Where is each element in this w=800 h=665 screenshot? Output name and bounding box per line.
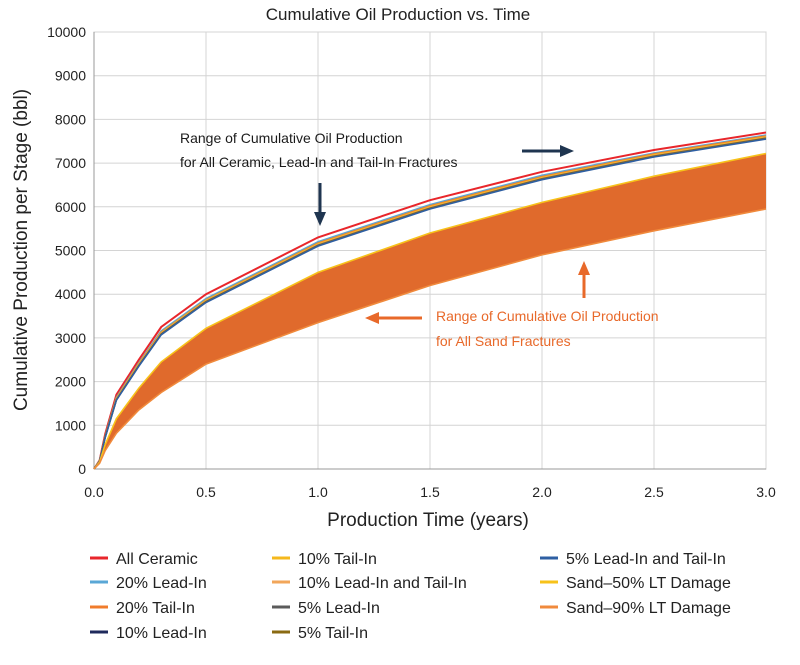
- series-line-sand-50-lt-damage: [93, 152, 767, 470]
- legend-label: 10% Lead-In and Tail-In: [298, 575, 467, 592]
- legend-item: Sand–50% LT Damage: [540, 575, 731, 592]
- sand-band-layer: [94, 153, 766, 469]
- legend-item: 5% Tail-In: [272, 625, 368, 642]
- y-axis-label: Cumulative Production per Stage (bbl): [11, 89, 32, 411]
- x-tick-label: 1.0: [308, 484, 328, 500]
- y-tick-label: 10000: [47, 24, 86, 40]
- x-tick-label: 3.0: [756, 484, 776, 500]
- x-tick-label: 2.0: [532, 484, 552, 500]
- series-lines: [93, 131, 767, 470]
- legend-label: 5% Tail-In: [298, 625, 368, 642]
- legend-label: 10% Lead-In: [116, 625, 207, 642]
- y-tick-label: 2000: [55, 374, 86, 390]
- x-tick-label: 1.5: [420, 484, 440, 500]
- legend-item: Sand–90% LT Damage: [540, 600, 731, 617]
- legend-label: All Ceramic: [116, 551, 198, 568]
- annotation-ceramic-line2: for All Ceramic, Lead-In and Tail-In Fra…: [180, 154, 458, 170]
- legend-item: 5% Lead-In and Tail-In: [540, 551, 726, 568]
- ceramic-arrow-right: [522, 145, 574, 157]
- y-tick-label: 6000: [55, 199, 86, 215]
- legend-label: 10% Tail-In: [298, 551, 377, 568]
- legend-label: 5% Lead-In: [298, 600, 380, 617]
- sand-arrow-up: [578, 261, 590, 298]
- legend-item: 10% Lead-In and Tail-In: [272, 575, 467, 592]
- y-tick-label: 8000: [55, 111, 86, 127]
- y-tick-label: 4000: [55, 286, 86, 302]
- legend-label: 5% Lead-In and Tail-In: [566, 551, 726, 568]
- annotation-sand-line1: Range of Cumulative Oil Production: [436, 308, 659, 324]
- y-tick-label: 3000: [55, 330, 86, 346]
- annotation-sand-line2: for All Sand Fractures: [436, 333, 571, 349]
- ceramic-arrow-down: [314, 183, 326, 226]
- legend: All Ceramic 20% Lead-In 20% Tail-In 10% Lea…: [90, 551, 731, 642]
- x-axis-label: Production Time (years): [327, 510, 529, 531]
- y-tick-label: 0: [78, 461, 86, 477]
- chart-title: Cumulative Oil Production vs. Time: [266, 5, 531, 24]
- legend-label: Sand–90% LT Damage: [566, 600, 731, 617]
- series-line-sand-90-lt-damage: [93, 208, 767, 470]
- y-tick-label: 1000: [55, 417, 86, 433]
- legend-label: Sand–50% LT Damage: [566, 575, 731, 592]
- series-line-5-lead-in-and-tail-in: [93, 138, 767, 470]
- legend-item: All Ceramic: [90, 551, 198, 568]
- sand-range-band: [94, 153, 766, 469]
- legend-item: 20% Lead-In: [90, 575, 207, 592]
- annotation-ceramic-line1: Range of Cumulative Oil Production: [180, 130, 403, 146]
- x-tick-label: 0.0: [84, 484, 104, 500]
- legend-item: 5% Lead-In: [272, 600, 380, 617]
- legend-item: 10% Lead-In: [90, 625, 207, 642]
- sand-arrow-left: [365, 312, 422, 324]
- x-tick-label: 2.5: [644, 484, 664, 500]
- y-tick-label: 5000: [55, 243, 86, 259]
- y-tick-label: 7000: [55, 155, 86, 171]
- axis-ticks: 0 1000 2000 3000 4000 5000 6000 7000 8000 9000 100…: [47, 24, 776, 500]
- legend-item: 10% Tail-In: [272, 551, 377, 568]
- x-tick-label: 0.5: [196, 484, 216, 500]
- legend-item: 20% Tail-In: [90, 600, 195, 617]
- y-tick-label: 9000: [55, 68, 86, 84]
- grid: [93, 31, 767, 470]
- legend-label: 20% Tail-In: [116, 600, 195, 617]
- legend-label: 20% Lead-In: [116, 575, 207, 592]
